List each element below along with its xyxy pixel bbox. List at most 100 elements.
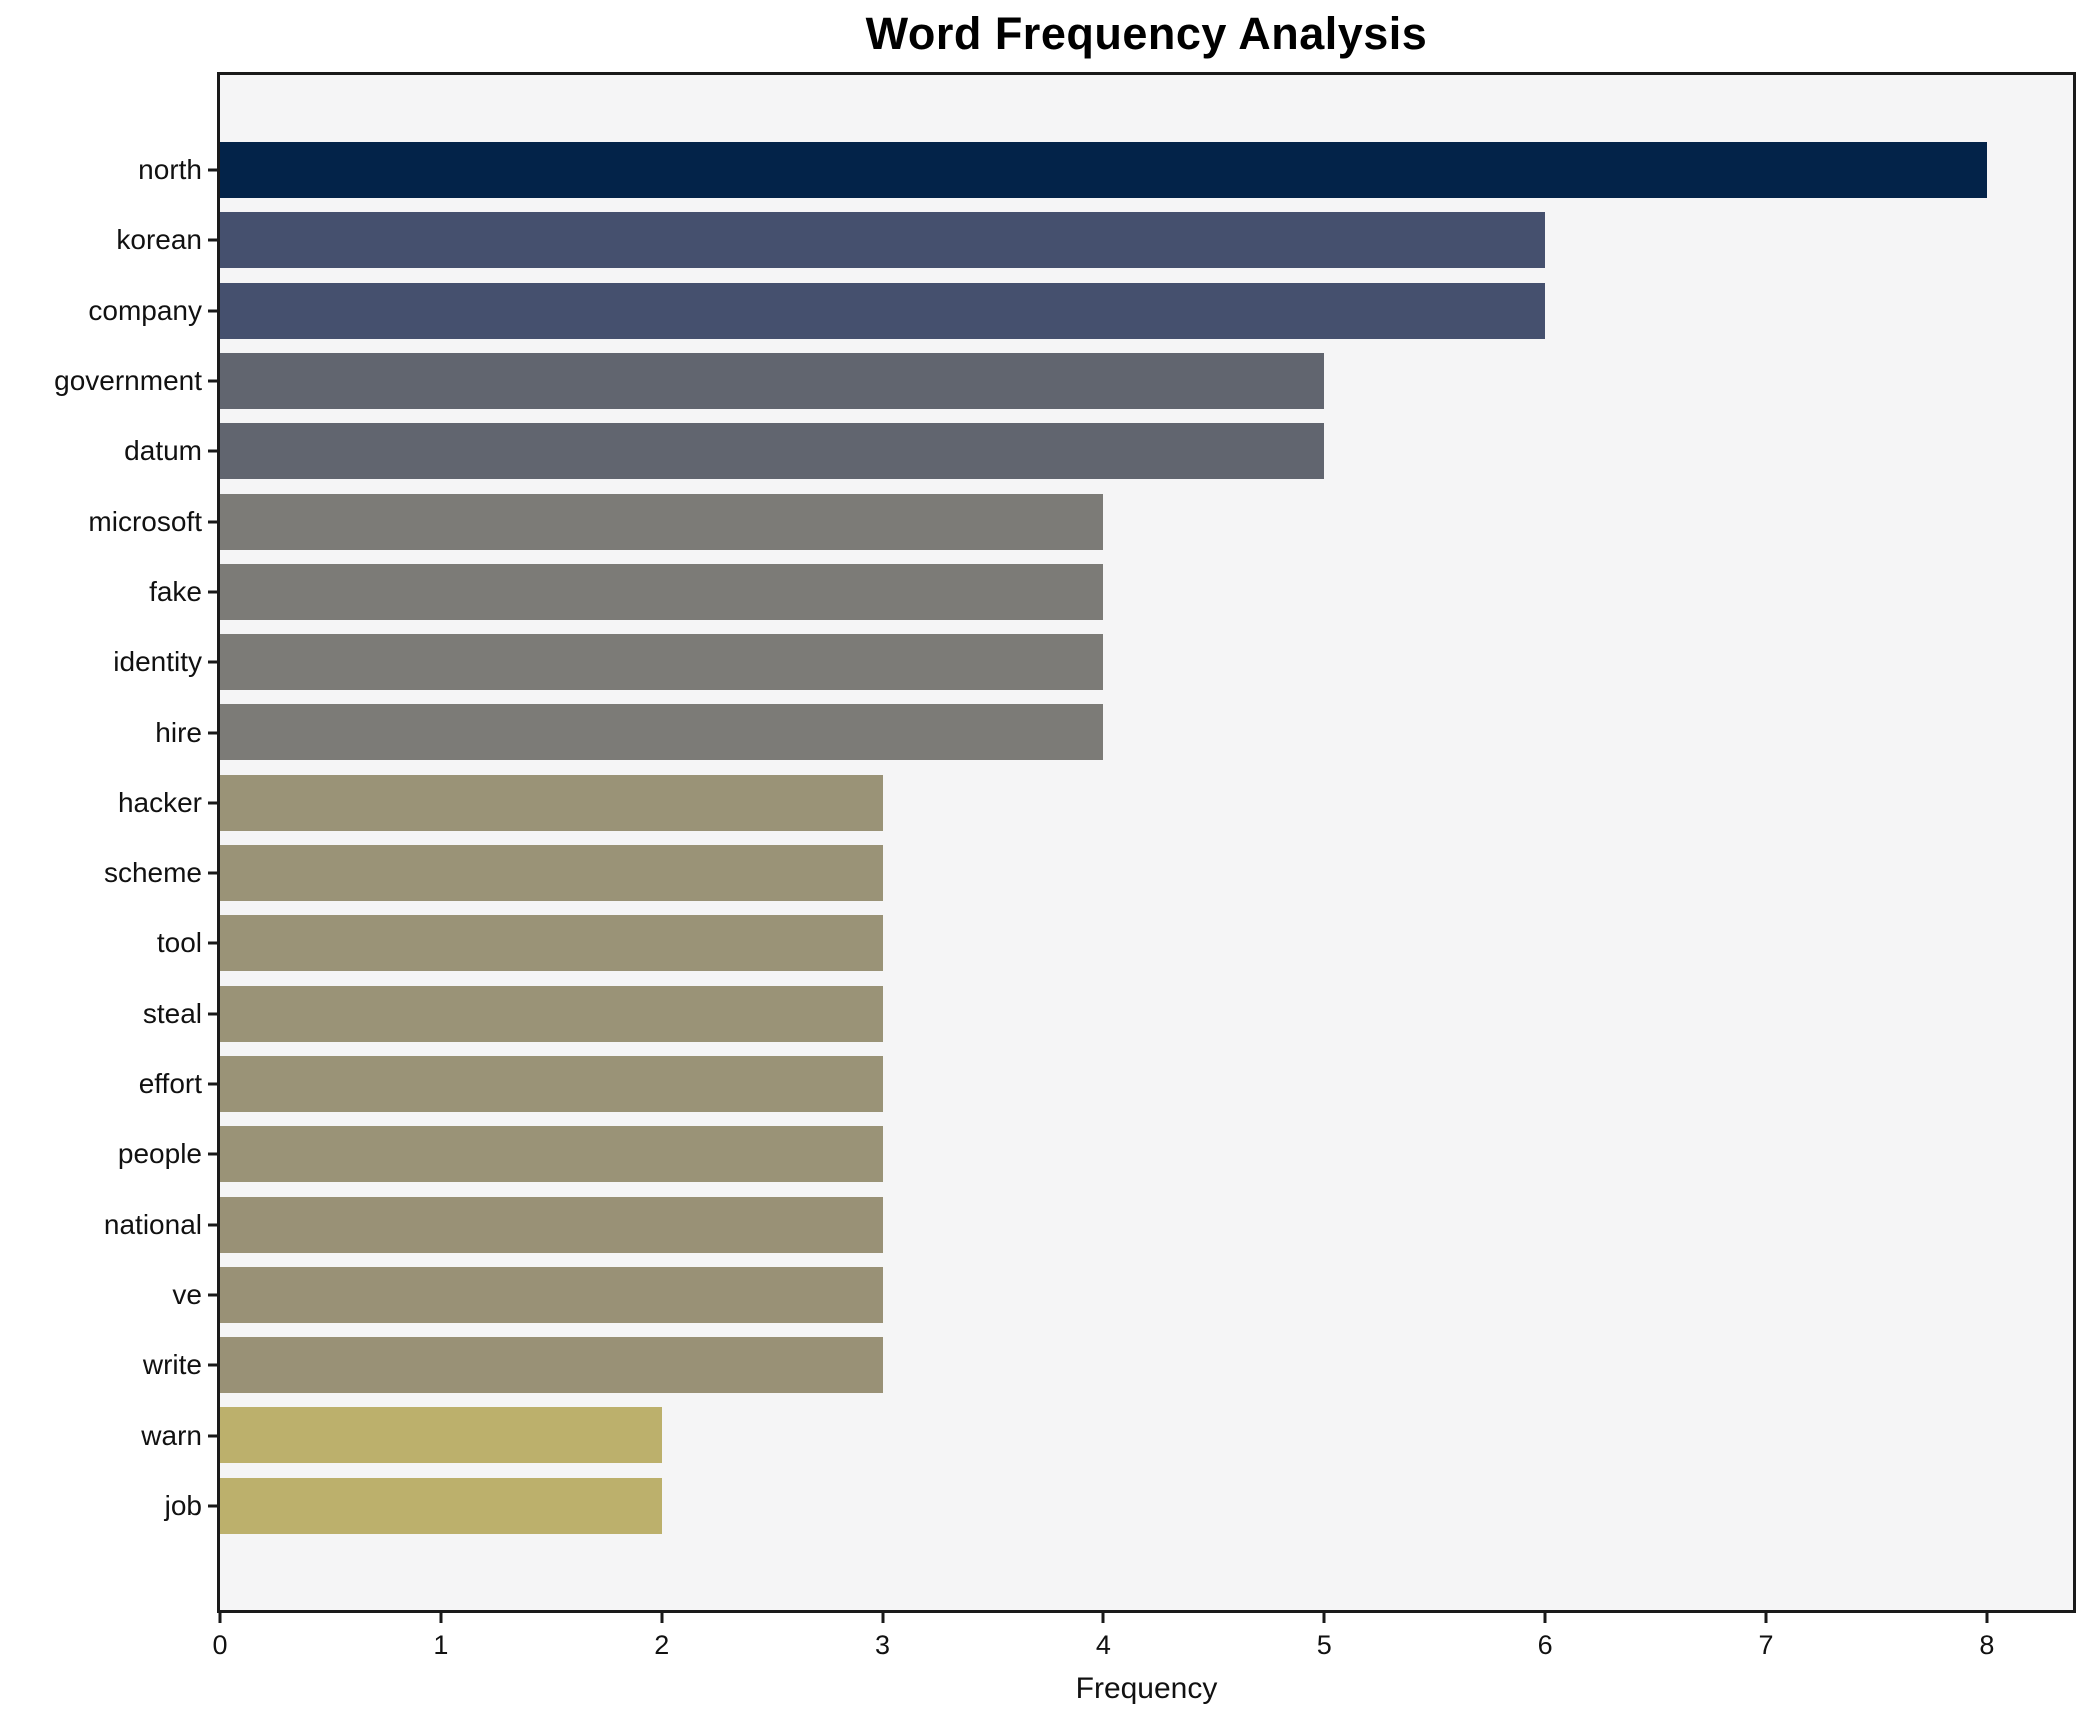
y-tick-label: warn: [141, 1419, 202, 1451]
x-tick-mark: [1985, 1613, 1989, 1623]
bar-row: hacker: [118, 768, 2073, 838]
bar-row: korean: [116, 205, 2073, 275]
bar: [220, 212, 1546, 269]
bar-row: north: [138, 135, 2073, 205]
bar: [220, 423, 1325, 480]
y-tick-label: fake: [149, 575, 202, 607]
bar-row: warn: [141, 1400, 2073, 1470]
bar: [220, 1196, 883, 1253]
bar-row: datum: [124, 416, 2073, 486]
y-tick-label: datum: [124, 435, 202, 467]
bar: [220, 1055, 883, 1112]
y-tick-label: korean: [116, 224, 202, 256]
bar-row: microsoft: [88, 487, 2073, 557]
y-tick-mark: [208, 1082, 217, 1086]
bar: [220, 142, 1987, 198]
bar-row: write: [143, 1330, 2073, 1400]
y-tick-mark: [208, 168, 217, 172]
x-axis: 0 1 2 3 4 5 6 7 8: [212, 1613, 2076, 1683]
bar-row: effort: [139, 1049, 2073, 1119]
bar: [220, 563, 1104, 620]
y-tick-mark: [208, 1363, 217, 1367]
bar-row: national: [104, 1190, 2073, 1260]
bar: [220, 1337, 883, 1394]
chart-title: Word Frequency Analysis: [865, 8, 1428, 59]
bar: [220, 1407, 662, 1464]
x-tick-label: 5: [1316, 1630, 1332, 1660]
bar: [220, 915, 883, 972]
y-tick-mark: [208, 871, 217, 875]
y-tick-label: job: [164, 1489, 202, 1521]
bar-row: tool: [157, 908, 2073, 978]
x-tick-label: 3: [875, 1630, 891, 1660]
bar-row: ve: [172, 1260, 2073, 1330]
bar: [220, 634, 1104, 691]
y-tick-mark: [208, 660, 217, 664]
bar: [220, 1126, 883, 1183]
bar-row: fake: [149, 557, 2073, 627]
y-tick-mark: [208, 801, 217, 805]
y-tick-label: steal: [142, 997, 202, 1029]
y-tick-label: ve: [172, 1278, 202, 1310]
bar: [220, 985, 883, 1042]
x-tick-mark: [1543, 1613, 1547, 1623]
bar-row: job: [165, 1471, 2073, 1541]
y-tick-mark: [208, 379, 217, 383]
bar: [220, 493, 1104, 550]
bar: [220, 845, 883, 901]
bar-row: people: [118, 1119, 2073, 1189]
bar: [220, 352, 1325, 409]
y-tick-mark: [208, 1012, 217, 1016]
bar: [220, 774, 883, 831]
y-tick-mark: [208, 238, 217, 242]
x-tick-label: 6: [1537, 1630, 1553, 1660]
y-tick-mark: [208, 309, 217, 313]
y-tick-mark: [208, 1504, 217, 1508]
x-tick-mark: [1322, 1613, 1326, 1623]
y-tick-label: effort: [138, 1068, 202, 1100]
bar-row: hire: [155, 697, 2073, 767]
bar: [220, 704, 1104, 761]
x-tick-mark: [439, 1613, 443, 1623]
y-tick-label: write: [142, 1349, 202, 1381]
y-tick-label: hacker: [117, 786, 202, 818]
bar-row: identity: [113, 627, 2073, 697]
x-tick-mark: [218, 1613, 222, 1623]
y-tick-label: identity: [113, 646, 202, 678]
y-tick-label: hire: [155, 716, 202, 748]
plot-area: north korean company government datum microso…: [54, 72, 2076, 1613]
x-tick-mark: [1101, 1613, 1105, 1623]
y-tick-label: people: [117, 1138, 202, 1170]
y-tick-mark: [208, 941, 217, 945]
y-tick-mark: [208, 1223, 217, 1227]
x-tick-label: 1: [433, 1630, 449, 1660]
x-axis-label: Frequency: [1075, 1672, 1218, 1705]
y-tick-label: company: [88, 294, 202, 326]
y-tick-label: north: [138, 154, 202, 186]
x-tick-label: 4: [1095, 1630, 1111, 1660]
y-tick-label: national: [103, 1208, 202, 1240]
x-tick-label: 8: [1979, 1630, 1995, 1660]
x-tick-label: 7: [1758, 1630, 1774, 1660]
bar: [220, 1477, 662, 1534]
y-tick-mark: [208, 1434, 217, 1438]
y-tick-label: government: [54, 365, 202, 397]
bar-row: company: [88, 276, 2073, 346]
y-tick-mark: [208, 1152, 217, 1156]
bar-row: scheme: [104, 838, 2073, 908]
x-tick-mark: [660, 1613, 664, 1623]
bar: [220, 1266, 883, 1323]
bar-row: government: [54, 346, 2073, 416]
x-tick-mark: [881, 1613, 885, 1623]
x-tick-mark: [1764, 1613, 1768, 1623]
y-tick-mark: [208, 520, 217, 524]
bar: [220, 282, 1546, 339]
y-tick-label: microsoft: [88, 505, 202, 537]
x-tick-label: 0: [212, 1630, 228, 1660]
x-tick-label: 2: [654, 1630, 670, 1660]
y-tick-mark: [208, 1293, 217, 1297]
y-tick-label: scheme: [103, 857, 202, 889]
y-tick-mark: [208, 449, 217, 453]
